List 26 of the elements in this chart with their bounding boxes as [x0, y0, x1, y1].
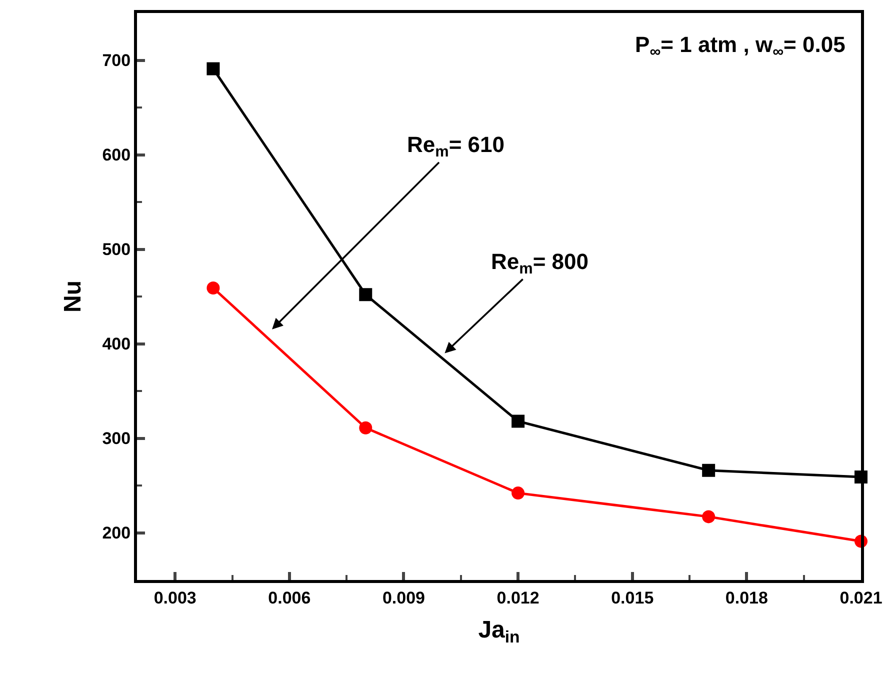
x-tick-label: 0.003 [154, 588, 196, 608]
y-tick-label: 200 [102, 524, 131, 543]
y-tick-label: 700 [102, 51, 131, 70]
y-tick-label: 600 [102, 146, 131, 165]
annotation: Re$_{m}$= 610 [407, 132, 504, 161]
point [702, 464, 716, 477]
y-axis-title: Nu [59, 280, 86, 312]
annotation: P$_{∞}$= 1 atm , w$_{∞}$= 0.05 [635, 32, 846, 61]
point [206, 282, 220, 294]
y-tick-label: 300 [102, 429, 131, 448]
x-tick-label: 0.006 [268, 588, 311, 608]
point [512, 486, 525, 500]
x-tick-label: 0.018 [725, 588, 768, 608]
annotation: Re$_{m}$= 800 [491, 249, 588, 278]
point [359, 288, 372, 302]
point [702, 510, 716, 524]
x-tick-label: 0.015 [611, 588, 654, 608]
point [359, 421, 372, 434]
y-tick-label: 400 [102, 334, 131, 354]
y-tick-label: 500 [102, 240, 131, 260]
x-tick-label: 0.012 [496, 588, 540, 608]
point [512, 414, 525, 428]
x-tick-label: 0.009 [382, 588, 426, 608]
x-axis-title: Ja$_{in}$ [478, 616, 520, 647]
point [206, 62, 220, 76]
x-tick-label: 0.021 [840, 588, 882, 608]
